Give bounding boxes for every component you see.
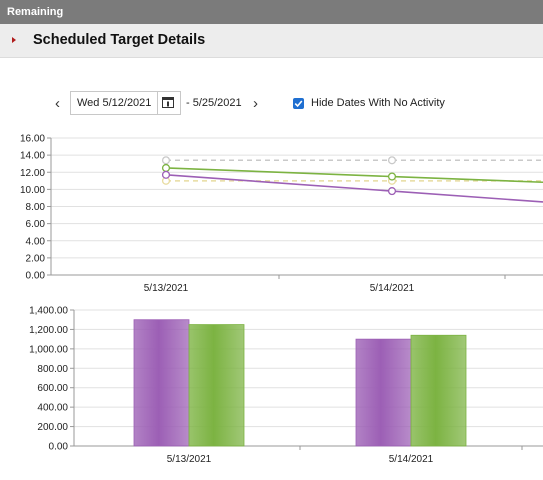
- checkmark-icon: [294, 100, 303, 108]
- line-y-tick-label: 16.00: [20, 134, 45, 145]
- line-series-segment: [391, 175, 543, 184]
- date-range-toolbar: ‹ Wed 5/12/2021 - 5/25/2021 › Hide Dates…: [0, 90, 543, 118]
- end-date-value: - 5/25/2021: [186, 97, 242, 109]
- chevron-right-icon[interactable]: ›: [253, 95, 258, 112]
- bar-y-tick-label: 0.00: [49, 442, 69, 453]
- bar-x-tick-label: 5/14/2021: [389, 454, 434, 465]
- bar-y-tick-label: 400.00: [37, 403, 68, 414]
- panel-title: Remaining: [7, 6, 64, 18]
- bar-y-tick-label: 200.00: [37, 422, 68, 433]
- bar-y-tick-label: 1,400.00: [29, 306, 68, 317]
- calendar-icon: [162, 97, 174, 108]
- hide-dates-checkbox[interactable]: [293, 98, 304, 109]
- chevron-left-icon[interactable]: ‹: [55, 95, 60, 112]
- bar: [355, 338, 412, 447]
- bar-chart: 0.00 200.00 400.00 600.00 800.00 1,000.00 1,20…: [29, 306, 543, 465]
- caret-right-icon[interactable]: [12, 37, 16, 43]
- bar-y-tick-label: 800.00: [37, 364, 68, 375]
- line-y-tick-label: 8.00: [26, 202, 46, 213]
- line-y-tick-label: 4.00: [26, 236, 46, 247]
- line-point: [161, 156, 171, 165]
- bar: [188, 324, 245, 447]
- bar-y-tick-label: 1,200.00: [29, 325, 68, 336]
- calendar-button[interactable]: [157, 92, 180, 114]
- line-point: [387, 172, 397, 181]
- line-y-tick-label: 6.00: [26, 219, 46, 230]
- line-y-tick-label: 12.00: [20, 168, 45, 179]
- bar: [410, 334, 467, 447]
- line-x-tick-label: 5/13/2021: [144, 283, 189, 294]
- line-y-tick-label: 0.00: [26, 271, 46, 282]
- line-series-segment: [391, 190, 543, 203]
- bar: [133, 319, 190, 447]
- section-header[interactable]: Scheduled Target Details: [0, 24, 543, 58]
- line-x-tick-label: 5/14/2021: [370, 283, 415, 294]
- start-date-picker[interactable]: Wed 5/12/2021: [70, 91, 181, 115]
- line-y-tick-label: 10.00: [20, 185, 45, 196]
- line-point: [387, 156, 397, 165]
- line-point: [161, 163, 171, 173]
- start-date-value[interactable]: Wed 5/12/2021: [77, 97, 152, 109]
- line-point: [161, 170, 171, 179]
- line-y-tick-label: 14.00: [20, 151, 45, 162]
- bar-x-tick-label: 5/13/2021: [167, 454, 212, 465]
- bar-y-tick-label: 600.00: [37, 383, 68, 394]
- hide-dates-label[interactable]: Hide Dates With No Activity: [311, 97, 445, 109]
- line-series-segment: [165, 167, 393, 178]
- line-y-tick-label: 2.00: [26, 253, 46, 264]
- line-point: [387, 187, 397, 196]
- line-series-segment: [165, 174, 393, 192]
- section-title: Scheduled Target Details: [33, 32, 206, 48]
- panel-title-bar: Remaining: [0, 0, 543, 24]
- bar-y-tick-label: 1,000.00: [29, 344, 68, 355]
- line-chart: 0.00 2.00 4.00 6.00 8.00 10.00 12.00 14.00 16.00…: [20, 134, 543, 294]
